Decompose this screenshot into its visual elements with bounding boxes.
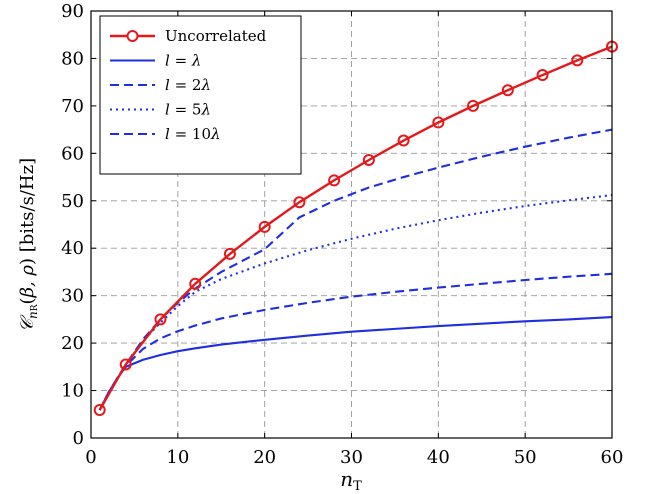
x-tick-label: 20 [253,447,276,468]
legend-label-3: l = 5λ [165,101,211,119]
data-point [536,69,549,82]
series-line-2 [98,272,613,411]
y-tick-label: 80 [61,48,84,69]
legend-label-4: l = 10λ [165,125,221,143]
y-tick-label: 20 [61,333,84,354]
x-tick-label: 30 [340,447,363,468]
legend-label-2: l = 2λ [165,76,211,94]
y-tick-label: 90 [61,1,84,22]
legend-label-1: l = λ [165,52,201,70]
series-line-0 [98,45,613,411]
data-point [189,277,202,290]
y-tick-label: 0 [73,428,84,449]
y-axis-label: 𝒞nR(β, ρ) [bits/s/Hz] [17,158,40,332]
x-tick-label: 10 [166,447,189,468]
y-tick-label: 10 [61,381,84,402]
y-tick-label: 70 [61,96,84,117]
data-point [467,99,480,112]
series-layer [93,40,618,417]
legend-label-0: Uncorrelated [165,27,267,45]
y-tick-label: 60 [61,143,84,164]
data-point [501,84,514,97]
data-point [328,174,341,187]
data-point [93,404,106,417]
y-tick-label: 30 [61,286,84,307]
data-point [223,247,236,260]
x-tick-label: 0 [85,447,96,468]
legend-marker [126,30,139,42]
data-point [571,54,584,67]
data-point [362,153,375,166]
x-tick-label: 50 [514,447,537,468]
data-point [293,196,306,209]
y-tick-label: 50 [61,191,84,212]
data-point [258,220,271,233]
legend-box [99,15,302,175]
x-axis-label: nT [340,467,362,494]
x-tick-label: 60 [601,447,624,468]
data-point [119,358,132,371]
data-point [154,313,167,326]
legend: Uncorrelated l = λ l = 2λ l = 5λ l = 10λ [99,15,302,175]
grid [91,11,612,438]
data-point [432,116,445,129]
y-tick-label: 40 [61,238,84,259]
x-tick-label: 40 [427,447,450,468]
tick-labels: 0 10 20 30 40 50 60 0 10 20 30 40 50 60 70 80 90 [61,1,623,468]
data-point [397,134,410,147]
